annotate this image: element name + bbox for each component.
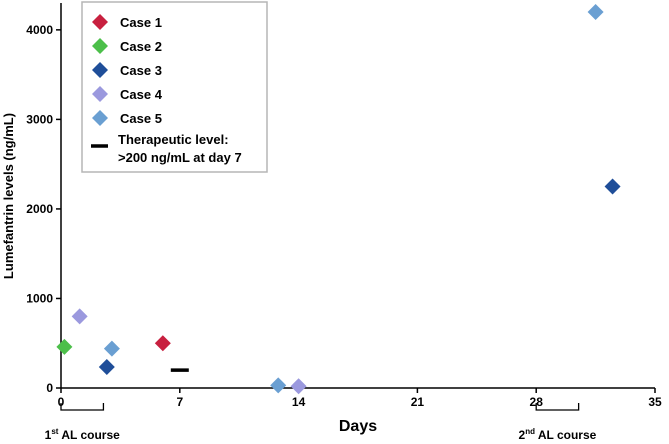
- data-point-case-5: [587, 3, 604, 20]
- y-tick-label: 0: [46, 381, 53, 395]
- x-tick-label: 14: [292, 395, 306, 409]
- data-point-case-1: [154, 335, 171, 352]
- data-point-case-2: [56, 338, 73, 355]
- legend-swatch-case-3: [92, 62, 108, 78]
- data-point-case-3: [604, 178, 621, 195]
- course-label: 1st AL course: [45, 427, 120, 442]
- legend-label: Case 4: [120, 87, 163, 102]
- legend-label: Case 1: [120, 15, 162, 30]
- course-bracket: [535, 403, 580, 411]
- legend-therapeutic-label-line1: Therapeutic level:: [118, 132, 229, 147]
- course-brackets: 1st AL course 2nd AL course: [45, 403, 597, 442]
- course-bracket: [60, 403, 105, 411]
- y-tick-label: 1000: [26, 291, 53, 305]
- x-axis-title: Days: [339, 418, 377, 435]
- legend-label: Case 5: [120, 111, 162, 126]
- legend-items: Case 1 Case 2 Case 3 Case 4 Case 5: [92, 14, 163, 126]
- y-axis-title: Lumefantrin levels (ng/mL): [1, 113, 16, 279]
- legend-therapeutic-label-line2: >200 ng/mL at day 7: [118, 150, 242, 165]
- y-axis-ticks: 0 1000 2000 3000 4000: [26, 23, 61, 395]
- legend: Case 1 Case 2 Case 3 Case 4 Case 5 Therapeut…: [81, 1, 268, 173]
- x-tick-label: 21: [411, 395, 425, 409]
- legend-swatch-case-2: [92, 38, 108, 54]
- x-tick-label: 28: [530, 395, 544, 409]
- legend-box: [81, 1, 268, 173]
- y-tick-label: 2000: [26, 202, 53, 216]
- data-points: [56, 3, 621, 395]
- legend-swatch-case-5: [92, 110, 108, 126]
- y-tick-label: 3000: [26, 112, 53, 126]
- x-tick-label: 7: [176, 395, 183, 409]
- x-axis-ticks: 0 7 14 21 28 35: [58, 388, 662, 409]
- data-point-case-3: [98, 358, 115, 375]
- x-tick-label: 35: [648, 395, 662, 409]
- data-point-case-4: [290, 378, 307, 395]
- legend-swatch-case-1: [92, 14, 108, 30]
- data-point-case-5: [103, 340, 120, 357]
- y-tick-label: 4000: [26, 23, 53, 37]
- data-point-case-4: [71, 308, 88, 325]
- course-label: 2nd AL course: [519, 427, 597, 442]
- legend-label: Case 2: [120, 39, 162, 54]
- x-tick-label: 0: [58, 395, 65, 409]
- legend-label: Case 3: [120, 63, 162, 78]
- legend-swatch-case-4: [92, 86, 108, 102]
- data-point-case-5: [270, 377, 287, 394]
